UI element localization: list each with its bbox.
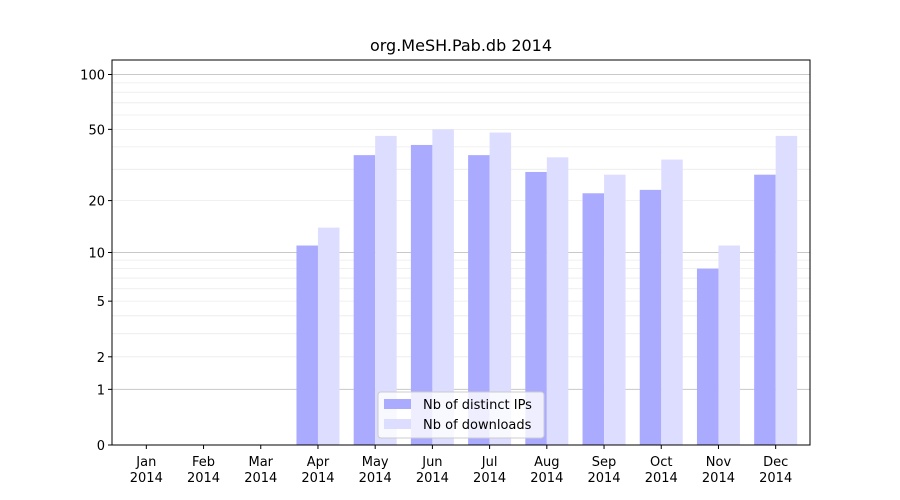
- x-axis: Jan2014Feb2014Mar2014Apr2014May2014Jun20…: [130, 445, 792, 486]
- bar-distinct-ips: [639, 189, 662, 445]
- bar-downloads: [718, 245, 740, 445]
- bar-distinct-ips: [468, 155, 490, 446]
- y-tick-label: 0: [97, 439, 105, 454]
- x-tick-label-month: Mar: [248, 455, 273, 470]
- bars: [296, 129, 798, 446]
- x-tick-label-year: 2014: [645, 471, 678, 486]
- bar-distinct-ips: [410, 144, 433, 445]
- bar-downloads: [432, 129, 454, 445]
- x-tick-label-year: 2014: [187, 471, 220, 486]
- x-tick-label-month: Feb: [192, 455, 215, 470]
- x-tick-label-month: Nov: [706, 455, 732, 470]
- bar-downloads: [489, 132, 512, 446]
- y-tick-label: 10: [88, 247, 105, 262]
- legend-box: [377, 391, 545, 439]
- x-tick-label-month: Jan: [135, 455, 156, 470]
- x-tick-label-year: 2014: [759, 471, 792, 486]
- x-tick-label-year: 2014: [416, 471, 449, 486]
- bar-downloads: [317, 227, 340, 445]
- bar-downloads: [775, 135, 798, 445]
- grid: [112, 74, 810, 390]
- x-tick-label-year: 2014: [473, 471, 506, 486]
- chart-title: org.MeSH.Pab.db 2014: [370, 36, 552, 55]
- bar-distinct-ips: [696, 268, 719, 445]
- bar-downloads: [661, 159, 683, 445]
- y-tick-label: 100: [80, 69, 105, 84]
- y-tick-label: 5: [97, 295, 105, 310]
- x-tick-label-month: Jun: [421, 455, 442, 470]
- legend-swatch: [384, 419, 411, 429]
- bar-downloads: [546, 157, 569, 445]
- bar-distinct-ips: [296, 245, 318, 445]
- y-tick-label: 2: [97, 351, 105, 366]
- legend-label: Nb of downloads: [423, 418, 532, 433]
- y-tick-label: 50: [88, 123, 105, 138]
- x-tick-label-month: Jul: [481, 455, 498, 470]
- legend: Nb of distinct IPs Nb of downloads: [377, 391, 545, 439]
- x-tick-label-year: 2014: [359, 471, 392, 486]
- y-axis: 0 1 2 5 10 20 50 100: [80, 69, 112, 454]
- x-tick-label-year: 2014: [301, 471, 334, 486]
- bar-distinct-ips: [754, 174, 776, 446]
- y-tick-label: 1: [97, 383, 105, 398]
- bar-downloads: [604, 174, 626, 446]
- x-tick-label-month: Apr: [307, 455, 330, 470]
- x-tick-label-year: 2014: [244, 471, 277, 486]
- x-tick-label-month: Aug: [534, 455, 559, 470]
- x-tick-label-month: Sep: [592, 455, 617, 470]
- y-tick-label: 20: [88, 195, 105, 210]
- x-tick-label-year: 2014: [587, 471, 620, 486]
- bar-downloads: [375, 135, 397, 445]
- x-tick-label-month: Oct: [650, 455, 672, 470]
- bar-distinct-ips: [582, 193, 605, 445]
- legend-label: Nb of distinct IPs: [423, 398, 532, 413]
- x-tick-label-month: Dec: [763, 455, 788, 470]
- bar-distinct-ips: [353, 155, 376, 446]
- x-tick-label-year: 2014: [702, 471, 735, 486]
- x-tick-label-month: May: [362, 455, 389, 470]
- bar-distinct-ips: [525, 171, 547, 445]
- x-tick-label-year: 2014: [130, 471, 163, 486]
- x-tick-label-year: 2014: [530, 471, 563, 486]
- legend-swatch: [384, 399, 411, 409]
